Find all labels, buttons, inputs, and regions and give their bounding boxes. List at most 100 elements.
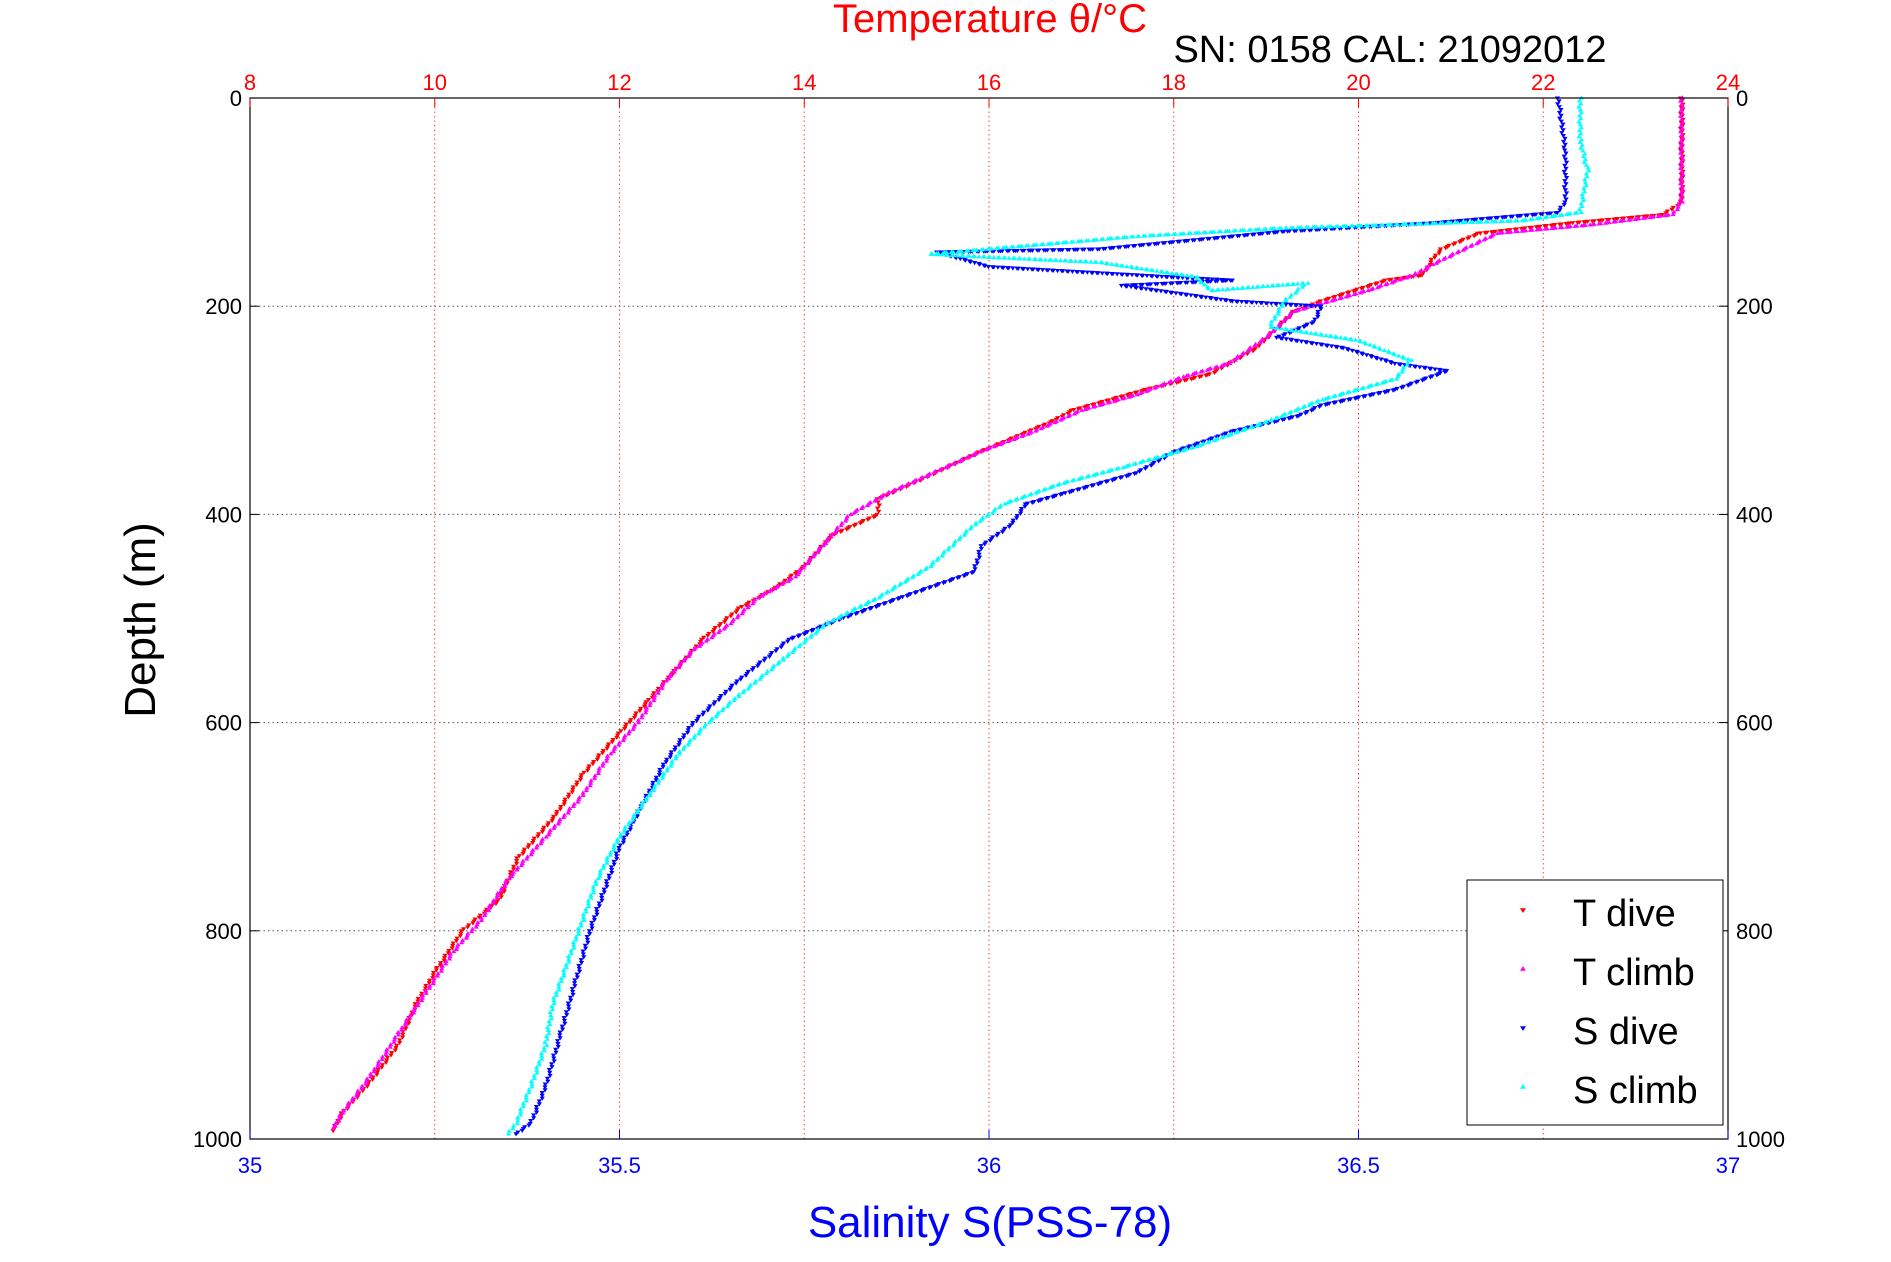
data-point bbox=[795, 634, 801, 639]
data-point bbox=[686, 653, 692, 658]
data-point bbox=[400, 1035, 406, 1040]
data-point bbox=[606, 876, 612, 881]
data-point bbox=[1676, 201, 1682, 207]
data-point bbox=[1280, 418, 1286, 423]
data-point bbox=[1270, 328, 1276, 333]
data-point bbox=[967, 260, 974, 265]
legend-marker bbox=[1520, 1026, 1526, 1031]
data-point bbox=[876, 503, 882, 508]
data-point bbox=[724, 703, 731, 709]
data-point bbox=[419, 995, 425, 1000]
data-point bbox=[1232, 357, 1238, 362]
data-point bbox=[518, 1112, 524, 1117]
data-point bbox=[1065, 411, 1071, 416]
data-point bbox=[954, 253, 961, 258]
data-point bbox=[1166, 379, 1172, 385]
data-point bbox=[1114, 272, 1120, 277]
data-point bbox=[1095, 482, 1101, 487]
data-point bbox=[1220, 287, 1226, 292]
data-point bbox=[1670, 211, 1676, 217]
data-point bbox=[1289, 328, 1295, 333]
data-point bbox=[564, 1013, 570, 1018]
data-point bbox=[604, 855, 610, 860]
data-point bbox=[1197, 443, 1203, 448]
data-point bbox=[1679, 178, 1686, 183]
data-point bbox=[722, 620, 728, 625]
data-point bbox=[501, 886, 507, 892]
data-point bbox=[1076, 476, 1082, 481]
data-point bbox=[1679, 101, 1685, 106]
data-point bbox=[1276, 306, 1282, 311]
data-point bbox=[349, 1098, 355, 1103]
data-point bbox=[1504, 229, 1510, 235]
data-point bbox=[1017, 511, 1024, 516]
data-point bbox=[676, 748, 683, 754]
data-point bbox=[358, 1086, 365, 1091]
data-point bbox=[384, 1058, 390, 1063]
data-point bbox=[1563, 182, 1569, 187]
data-point bbox=[928, 563, 934, 569]
data-point bbox=[514, 861, 520, 867]
data-point bbox=[578, 961, 585, 966]
data-point bbox=[1561, 185, 1567, 190]
data-point bbox=[1002, 501, 1008, 506]
data-point bbox=[738, 677, 744, 682]
data-point bbox=[667, 755, 673, 760]
data-point bbox=[596, 753, 602, 758]
data-point bbox=[890, 488, 897, 493]
data-point bbox=[1438, 220, 1444, 225]
data-point bbox=[917, 476, 924, 481]
data-point bbox=[1094, 247, 1101, 252]
data-point bbox=[1180, 272, 1186, 277]
data-point bbox=[912, 591, 918, 596]
data-point bbox=[1562, 157, 1569, 162]
data-point bbox=[604, 882, 610, 887]
data-point bbox=[498, 888, 504, 893]
data-point bbox=[626, 731, 632, 736]
data-point bbox=[966, 253, 972, 258]
data-point bbox=[573, 937, 579, 942]
data-point bbox=[595, 770, 602, 775]
data-point bbox=[990, 510, 996, 515]
data-point bbox=[438, 968, 444, 973]
data-point bbox=[970, 247, 976, 253]
data-point bbox=[1337, 294, 1343, 299]
data-point bbox=[1049, 248, 1055, 253]
data-point bbox=[643, 707, 649, 712]
data-point bbox=[1023, 243, 1030, 248]
data-point bbox=[1423, 266, 1429, 271]
data-point bbox=[1493, 216, 1499, 221]
data-point bbox=[728, 621, 734, 626]
data-point bbox=[1679, 116, 1685, 121]
data-point bbox=[1081, 486, 1087, 491]
data-point bbox=[974, 558, 980, 563]
data-point bbox=[1576, 104, 1582, 109]
data-point bbox=[1188, 293, 1194, 298]
data-point bbox=[546, 832, 552, 837]
data-point bbox=[470, 921, 476, 926]
data-point bbox=[1005, 438, 1011, 444]
data-point bbox=[695, 716, 701, 722]
data-point bbox=[1617, 218, 1623, 223]
data-point bbox=[434, 965, 440, 971]
data-point bbox=[924, 473, 930, 478]
data-point bbox=[1580, 195, 1586, 200]
data-point bbox=[1312, 317, 1318, 322]
data-point bbox=[1577, 107, 1583, 112]
data-point bbox=[1325, 224, 1331, 229]
data-point bbox=[1432, 253, 1439, 258]
data-point bbox=[536, 1099, 542, 1104]
data-point bbox=[1255, 284, 1261, 289]
data-point bbox=[1555, 102, 1561, 107]
data-point bbox=[972, 261, 978, 266]
data-point bbox=[977, 449, 983, 454]
data-point bbox=[1298, 412, 1304, 417]
data-point bbox=[1279, 336, 1285, 341]
data-point bbox=[1018, 507, 1025, 512]
data-point bbox=[1283, 225, 1289, 230]
data-point bbox=[1000, 265, 1006, 271]
data-point bbox=[672, 747, 678, 753]
data-point bbox=[554, 809, 560, 814]
data-point bbox=[1015, 266, 1021, 271]
data-point bbox=[669, 758, 675, 763]
